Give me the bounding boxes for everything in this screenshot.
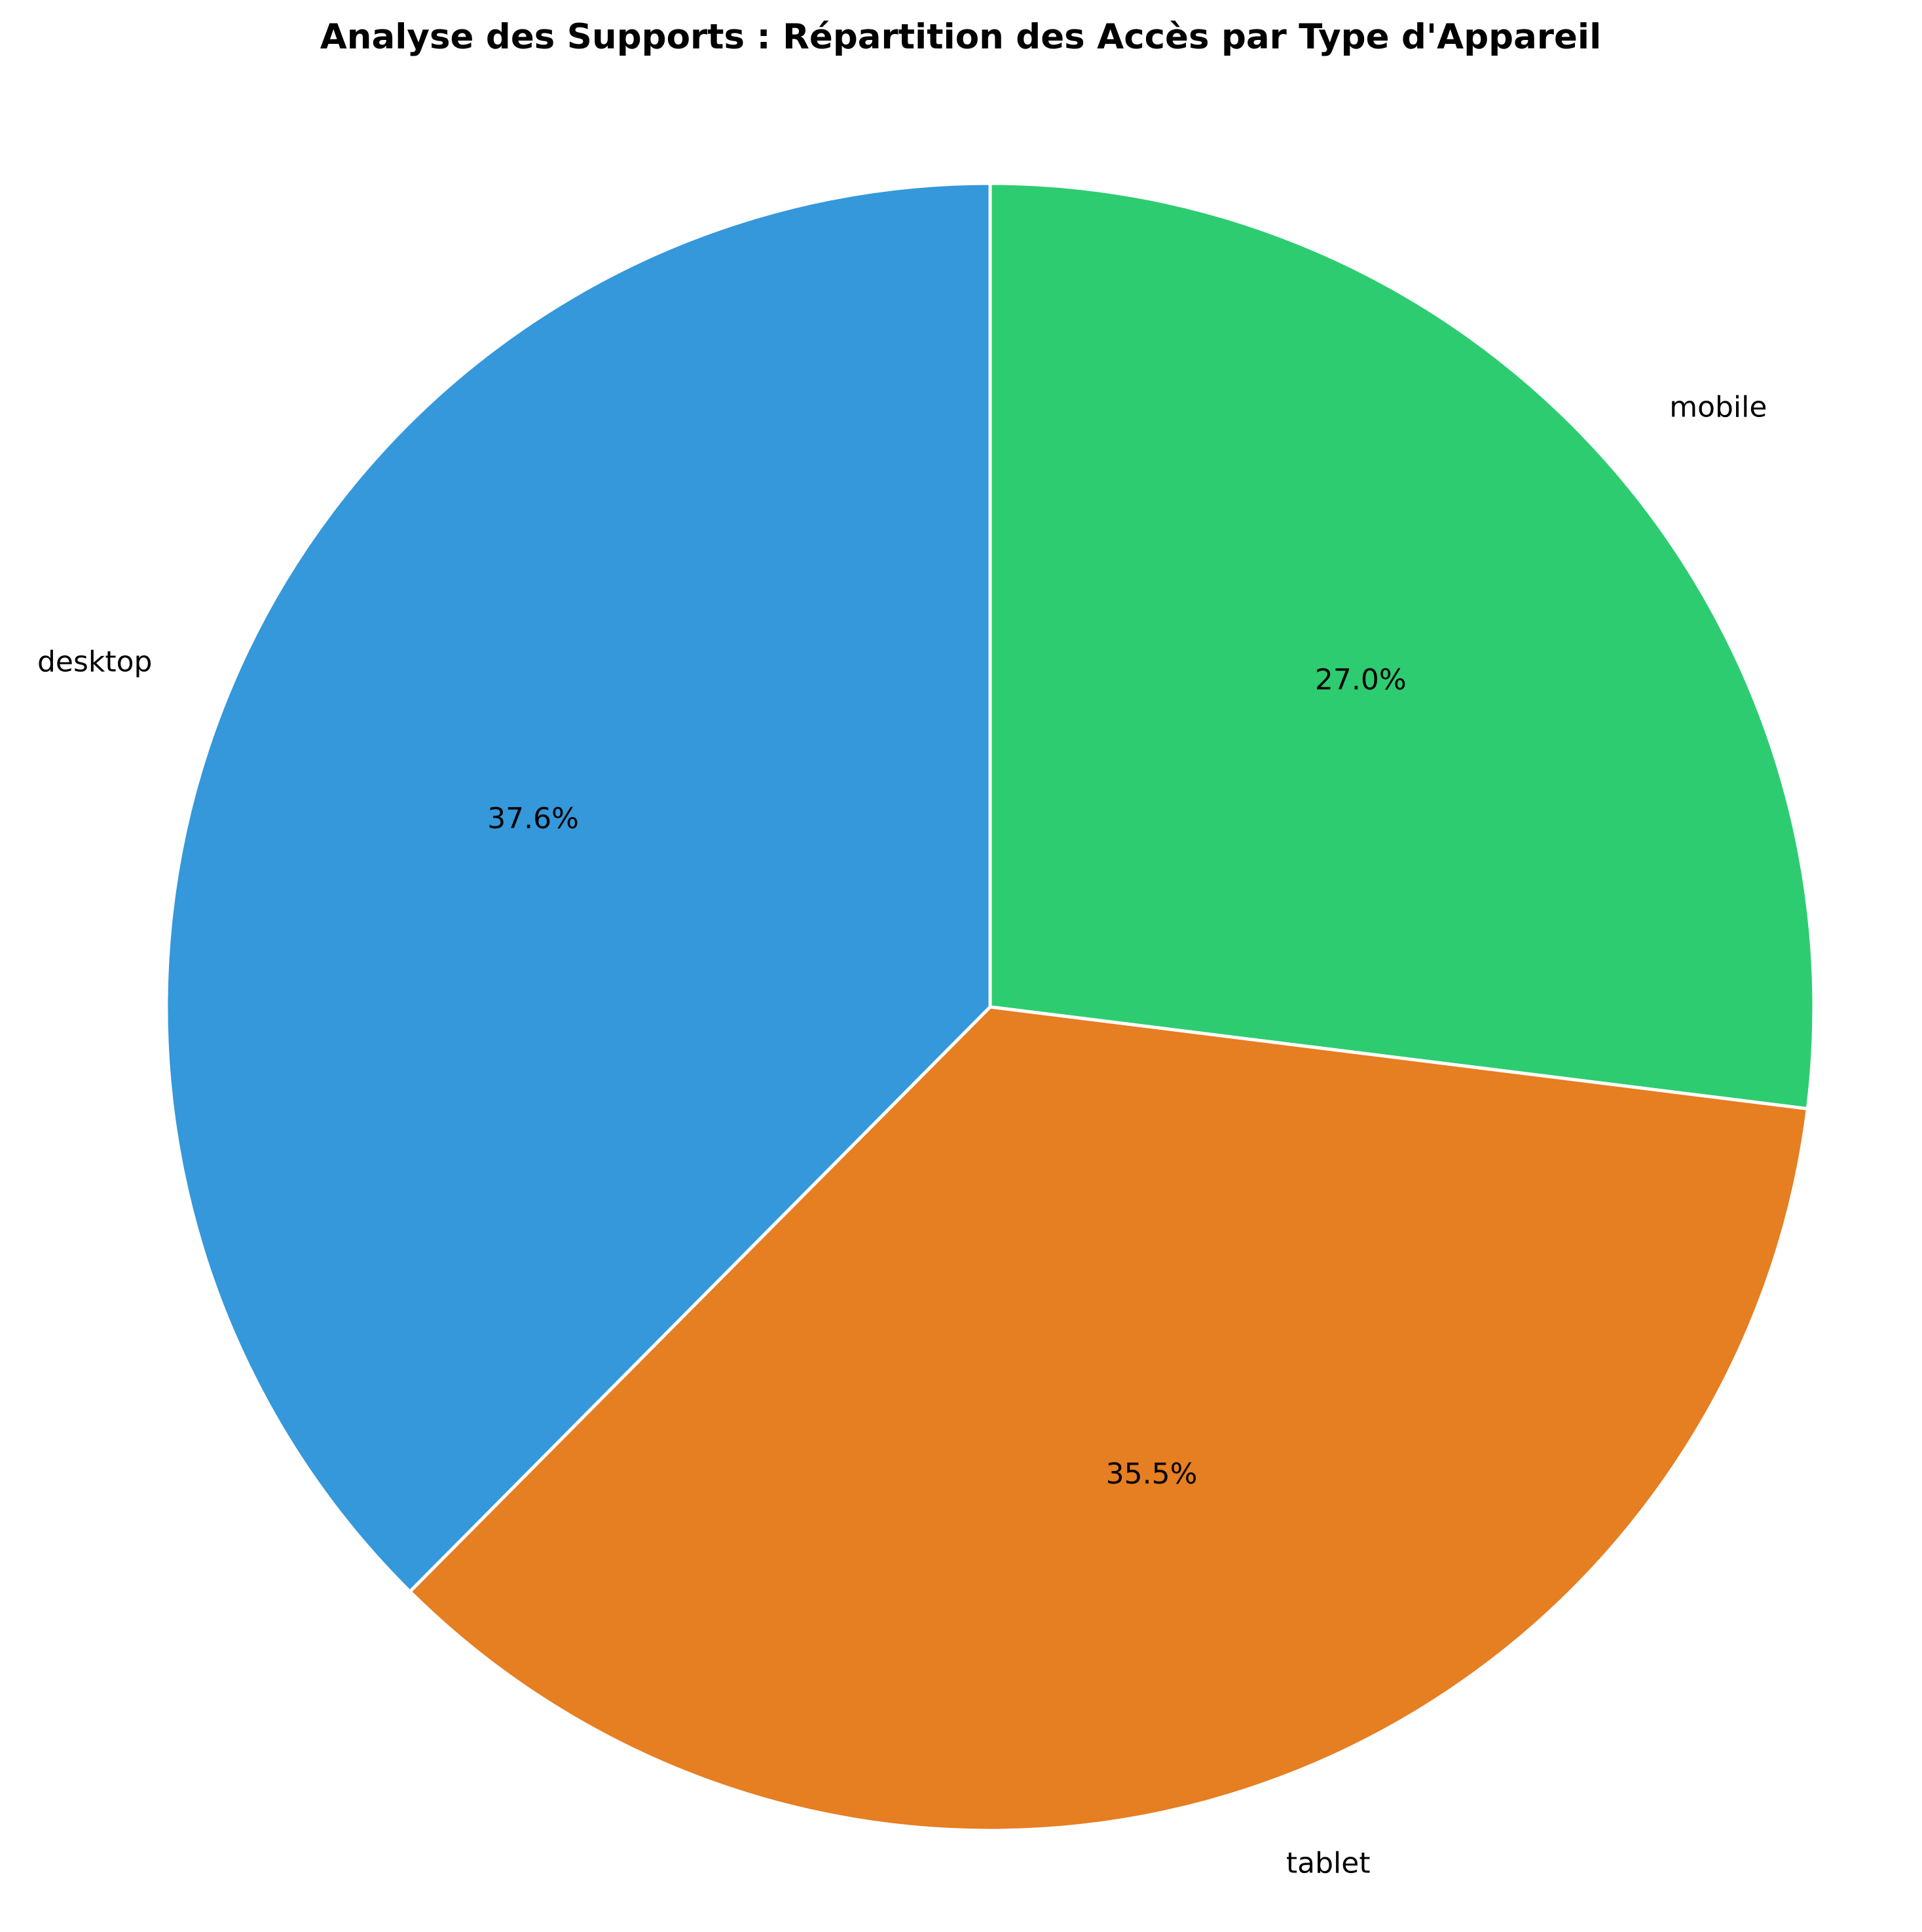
percent-label-tablet: 35.5% <box>1106 1457 1198 1491</box>
pie-slice-mobile <box>988 181 1816 1111</box>
slice-label-desktop: desktop <box>37 645 153 678</box>
pie-slice-tablet <box>408 1005 1809 1832</box>
percent-label-mobile: 27.0% <box>1315 663 1407 697</box>
slice-label-tablet: tablet <box>1286 1846 1371 1880</box>
pie-slices <box>164 181 1816 1832</box>
chart-title: Analyse des Supports : Répartition des A… <box>320 17 1602 57</box>
percent-label-desktop: 37.6% <box>487 802 579 835</box>
pie-labels: mobile 27.0% tablet 35.5% desktop 37.6% <box>37 390 1767 1880</box>
slice-label-mobile: mobile <box>1669 390 1767 424</box>
pie-slice-desktop <box>164 181 992 1594</box>
